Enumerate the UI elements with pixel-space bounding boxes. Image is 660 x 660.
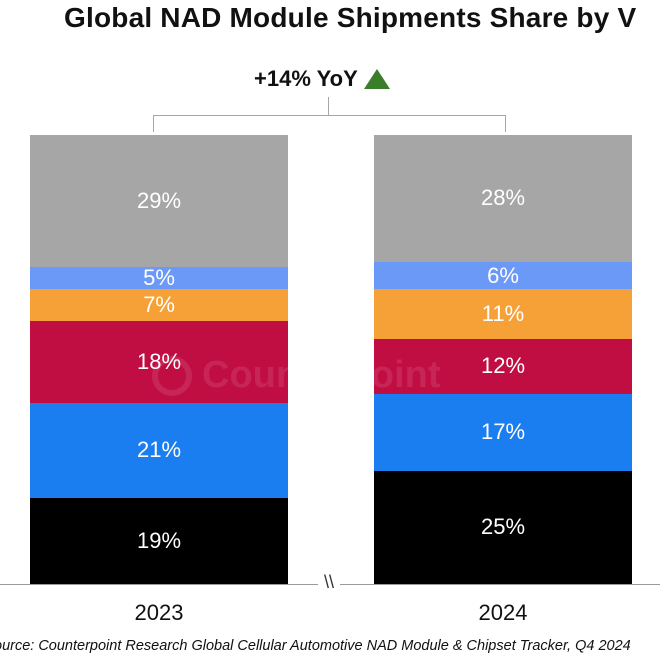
bar-segment-2024-4: 11% bbox=[374, 289, 632, 340]
bar-segment-2023-5: 5% bbox=[30, 264, 288, 290]
bar-segment-2023-2: 21% bbox=[30, 402, 288, 498]
data-label: 12% bbox=[480, 353, 526, 379]
data-label: 25% bbox=[480, 514, 526, 540]
bar-segment-2024-5: 6% bbox=[374, 261, 632, 290]
data-label: 18% bbox=[136, 348, 182, 374]
bar-segment-2023-1: 19% bbox=[30, 497, 288, 584]
chart-title: Global NAD Module Shipments Share by V bbox=[64, 2, 637, 33]
data-label: 17% bbox=[480, 419, 526, 445]
bar-segment-2023-4: 7% bbox=[30, 289, 288, 321]
data-label: 29% bbox=[136, 187, 182, 213]
bar-segment-2024-3: 12% bbox=[374, 339, 632, 394]
data-label: 5% bbox=[143, 264, 175, 290]
data-label: 6% bbox=[487, 262, 519, 288]
data-label: 28% bbox=[480, 185, 526, 211]
bracket-right-tick bbox=[505, 115, 506, 132]
bar-segment-2024-6: 28% bbox=[374, 135, 632, 262]
bar-segment-2023-6: 29% bbox=[30, 135, 288, 267]
axis-break-marker: \\ bbox=[318, 572, 340, 596]
bracket-left-tick bbox=[153, 115, 154, 132]
up-triangle-icon bbox=[363, 69, 390, 89]
data-label: 19% bbox=[136, 527, 182, 553]
data-label: 11% bbox=[481, 301, 525, 327]
yoy-annotation: +14% YoY bbox=[254, 66, 390, 92]
source-note: ource: Counterpoint Research Global Cell… bbox=[0, 638, 631, 654]
bracket-center-tick bbox=[328, 97, 329, 115]
x-tick-label-2024: 2024 bbox=[478, 600, 528, 625]
yoy-label: +14% YoY bbox=[254, 66, 358, 91]
bar-segment-2024-1: 25% bbox=[374, 470, 632, 584]
x-tick-label-2023: 2023 bbox=[134, 600, 184, 625]
data-label: 7% bbox=[143, 292, 175, 318]
bar-segment-2023-3: 18% bbox=[30, 320, 288, 403]
bracket-top-line bbox=[153, 115, 506, 116]
bar-segment-2024-2: 17% bbox=[374, 393, 632, 471]
data-label: 21% bbox=[136, 437, 182, 463]
